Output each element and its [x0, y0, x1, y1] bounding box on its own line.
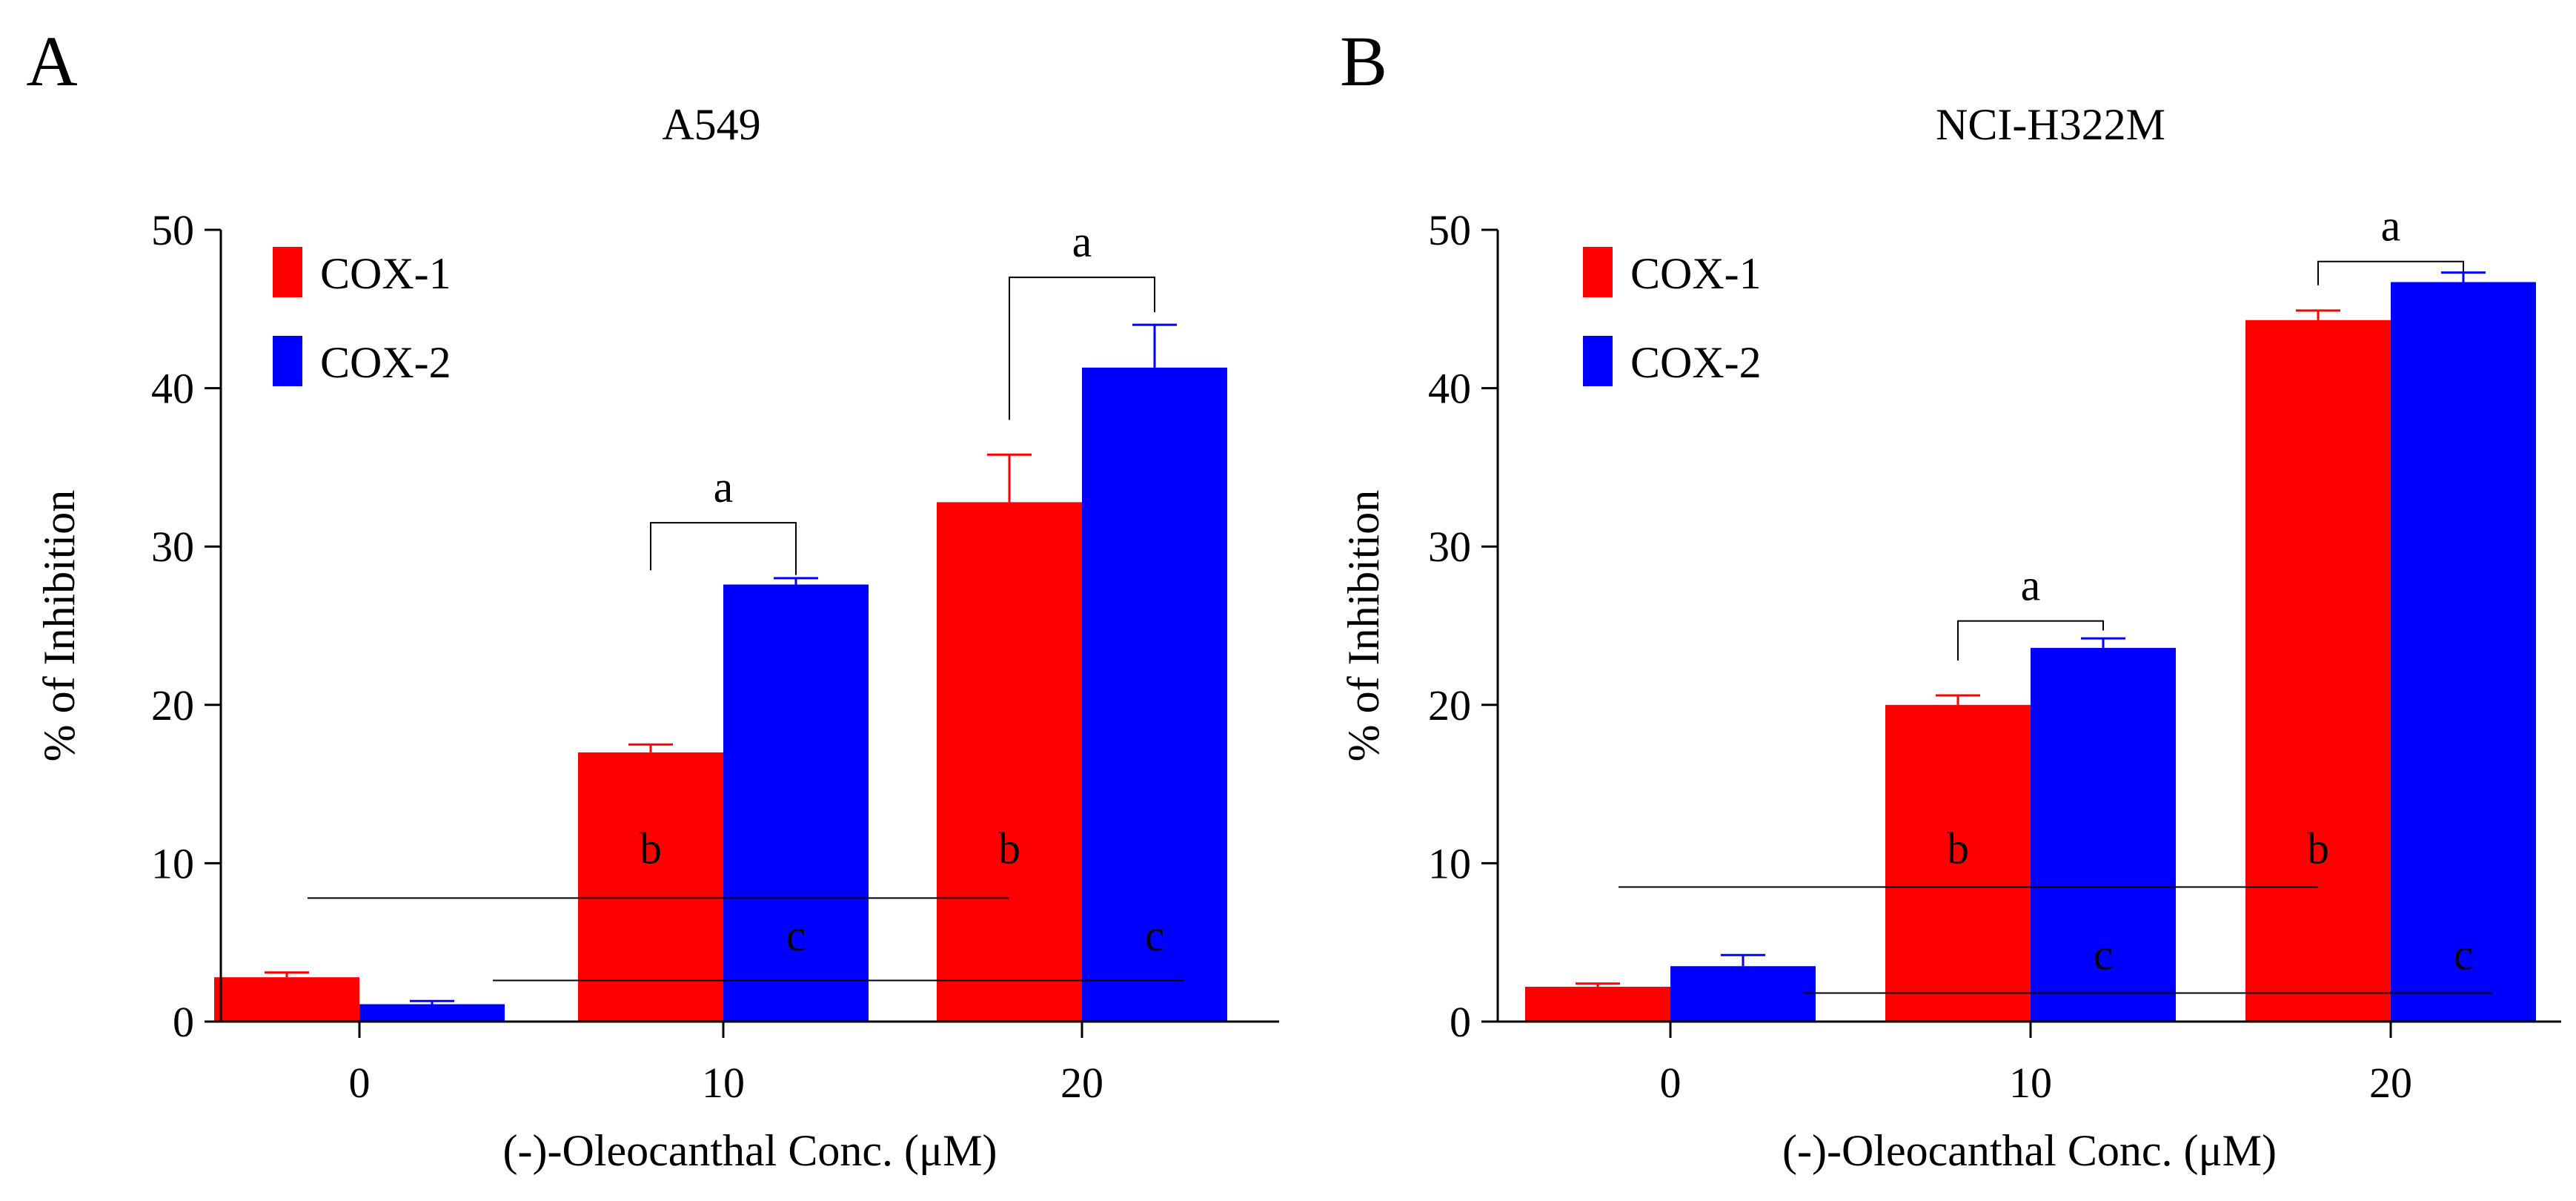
legend-swatch-cox-1	[273, 247, 302, 297]
bracket-label: a	[2381, 202, 2401, 251]
y-tick-label: 30	[151, 523, 194, 571]
significance-bracket	[650, 522, 797, 575]
significance-label: b	[2307, 824, 2329, 873]
bar-cox-2-0	[359, 1004, 505, 1022]
legend-swatch-cox-2	[1583, 336, 1613, 386]
significance-label: c	[2094, 930, 2114, 979]
significance-label: c	[1145, 911, 1165, 960]
x-tick-label: 0	[1660, 1059, 1682, 1107]
bracket-label: a	[1072, 217, 1092, 266]
bar-cox-1-20	[937, 502, 1082, 1022]
significance-bracket	[2317, 260, 2464, 285]
y-tick-label: 10	[151, 839, 194, 887]
chart-title: A549	[662, 100, 760, 149]
legend-label-cox-2: COX-2	[320, 338, 451, 387]
significance-label: b	[640, 824, 662, 873]
bar-cox-1-20	[2245, 320, 2391, 1022]
bar-cox-1-0	[1525, 987, 1670, 1022]
y-tick-label: 0	[173, 998, 194, 1046]
bar-cox-2-10	[2031, 647, 2176, 1022]
bar-cox-1-0	[214, 977, 359, 1022]
y-axis-label: % of Inhibition	[1339, 490, 1388, 762]
bracket-label: a	[714, 463, 734, 512]
significance-label: c	[2454, 930, 2474, 979]
y-tick-label: 10	[1428, 839, 1471, 887]
bar-cox-1-10	[578, 752, 723, 1022]
legend-label-cox-1: COX-1	[320, 249, 451, 298]
bar-cox-2-20	[1082, 367, 1227, 1022]
legend-label-cox-1: COX-1	[1630, 249, 1762, 298]
bar-cox-2-10	[723, 584, 869, 1022]
legend-swatch-cox-1	[1583, 247, 1613, 297]
x-tick-label: 0	[349, 1059, 371, 1107]
bar-cox-1-10	[1885, 704, 2031, 1022]
x-tick-label: 20	[2369, 1059, 2412, 1107]
y-tick-label: 50	[151, 206, 194, 254]
x-axis-label: (-)-Oleocanthal Conc. (μM)	[503, 1126, 997, 1175]
chart-panel-a: A A549 0 10 20 30 40 50 0 10 20 (-)-Oleocanthal Con…	[26, 21, 1279, 1175]
y-tick-label: 40	[1428, 365, 1471, 413]
significance-label: c	[786, 911, 806, 960]
panel-label: A	[26, 21, 77, 101]
y-tick-label: 30	[1428, 523, 1471, 571]
chart-title: NCI-H322M	[1936, 100, 2165, 149]
significance-bracket	[1009, 277, 1155, 420]
panel-label: B	[1340, 21, 1387, 101]
y-axis-label: % of Inhibition	[35, 490, 84, 762]
chart-panel-b: B NCI-H322M 0 10 20 30 40 50 0 10 20 (-)-Oleocantha…	[1339, 21, 2561, 1175]
legend-swatch-cox-2	[273, 336, 302, 386]
significance-label: b	[998, 824, 1020, 873]
x-tick-label: 10	[702, 1059, 745, 1107]
x-axis-label: (-)-Oleocanthal Conc. (μM)	[1782, 1126, 2277, 1175]
y-tick-label: 50	[1428, 206, 1471, 254]
bar-cox-2-0	[1670, 966, 1816, 1022]
significance-bracket	[1957, 620, 2104, 661]
x-tick-label: 10	[2009, 1059, 2052, 1107]
y-tick-label: 40	[151, 365, 194, 413]
x-tick-label: 20	[1060, 1059, 1103, 1107]
bracket-label: a	[2021, 561, 2041, 610]
legend-label-cox-2: COX-2	[1630, 338, 1762, 387]
y-tick-label: 20	[1428, 681, 1471, 729]
bar-cox-2-20	[2391, 282, 2536, 1022]
y-tick-label: 20	[151, 681, 194, 729]
y-tick-label: 0	[1450, 998, 1471, 1046]
significance-label: b	[1947, 824, 1969, 873]
